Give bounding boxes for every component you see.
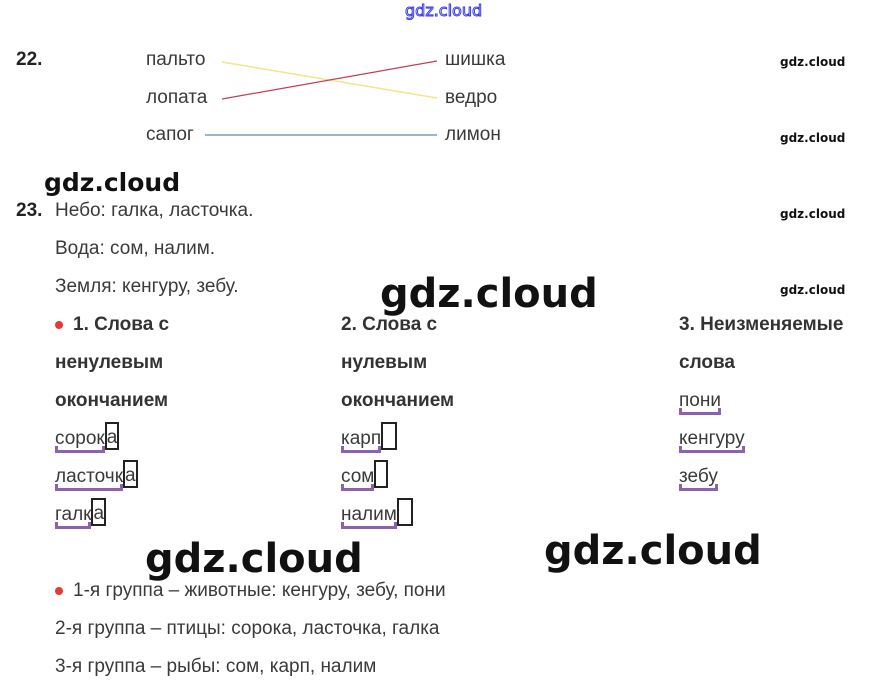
right-word: ведро: [445, 87, 498, 108]
column-title: 3. Неизменяемые: [679, 314, 844, 335]
text-line: Небо: галка, ласточка.: [55, 200, 254, 221]
word: галк а: [55, 498, 107, 530]
watermark: gdz.cloud: [780, 131, 846, 145]
column-title: 1. Слова с: [55, 314, 169, 336]
bullet-icon: [55, 586, 63, 595]
word-ending: а: [104, 422, 120, 450]
word-stem: кенгуру: [679, 428, 745, 453]
column-title: окончанием: [341, 390, 455, 411]
group-line: 3-я группа – рыбы: сом, карп, налим: [55, 656, 377, 677]
watermark: gdz.cloud: [780, 207, 846, 221]
word-ending: а: [91, 498, 107, 526]
watermark: gdz.cloud: [380, 271, 598, 317]
left-word: лопата: [146, 87, 208, 108]
word-stem: сорок: [55, 428, 105, 454]
zero-ending: [381, 422, 398, 450]
title-line: 1. Слова с: [73, 314, 170, 335]
watermark: gdz.cloud: [44, 168, 181, 197]
bullet-icon: [55, 320, 63, 329]
word-stem: налим: [341, 504, 397, 530]
task-number: 23.: [16, 200, 43, 221]
word-ending: а: [123, 460, 138, 488]
text-line: Земля: кенгуру, зебу.: [55, 276, 239, 297]
column-title: окончанием: [55, 390, 169, 411]
word: ласточк а: [55, 460, 138, 492]
group-line: 1-я группа – животные: кенгуру, зебу, по…: [55, 580, 446, 602]
word: карп: [341, 422, 398, 454]
zero-ending: [374, 460, 389, 488]
watermark: gdz.cloud: [404, 1, 483, 21]
column-title: нулевым: [341, 352, 428, 373]
word-stem: сом: [341, 466, 375, 492]
word-stem: галк: [55, 504, 92, 530]
word-stem: зебу: [679, 466, 718, 491]
watermark: gdz.cloud: [544, 528, 762, 574]
word-stem: карп: [341, 428, 382, 454]
column-title: слова: [679, 352, 735, 373]
word: зебу: [679, 466, 718, 491]
word: сом: [341, 460, 389, 492]
right-word: лимон: [445, 124, 501, 145]
word: пони: [679, 390, 721, 415]
column-title: ненулевым: [55, 352, 164, 373]
task-number: 22.: [16, 49, 43, 70]
watermark: gdz.cloud: [780, 55, 846, 69]
right-word: шишка: [445, 49, 506, 70]
word: налим: [341, 498, 413, 530]
line-lopata-shishka: [221, 60, 438, 100]
watermark: gdz.cloud: [145, 536, 363, 582]
word: кенгуру: [679, 428, 745, 453]
watermark: gdz.cloud: [780, 283, 846, 297]
left-word: сапог: [146, 124, 194, 145]
word-stem: ласточк: [55, 466, 124, 492]
left-word: пальто: [146, 49, 206, 70]
column-title: 2. Слова с: [341, 314, 438, 335]
text-line: Вода: сом, налим.: [55, 238, 216, 259]
word: сорок а: [55, 422, 120, 454]
group-line: 2-я группа – птицы: сорока, ласточка, га…: [55, 618, 440, 639]
group-text: 1-я группа – животные: кенгуру, зебу, по…: [73, 580, 446, 601]
zero-ending: [396, 498, 413, 526]
word-stem: пони: [679, 390, 721, 415]
